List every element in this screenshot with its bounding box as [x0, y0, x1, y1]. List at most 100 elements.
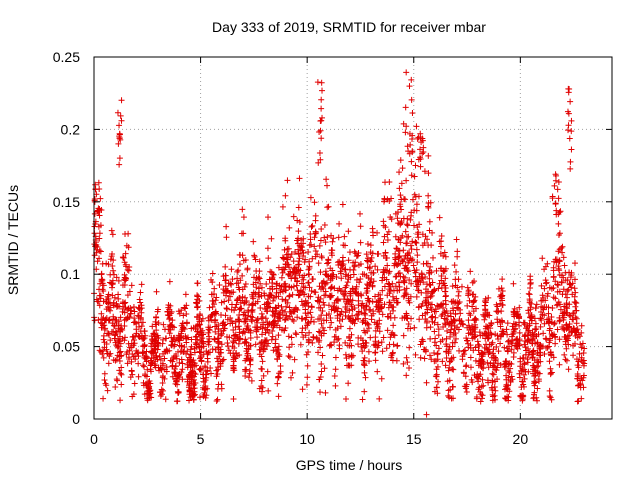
data-point: [252, 290, 259, 297]
data-point: [121, 337, 128, 344]
data-point: [488, 319, 495, 326]
data-point: [564, 108, 571, 115]
data-point: [327, 314, 334, 321]
data-point: [295, 228, 302, 235]
data-point: [403, 221, 410, 228]
data-point: [374, 368, 381, 375]
data-point: [453, 236, 460, 243]
data-point: [137, 289, 144, 296]
data-point: [286, 304, 293, 311]
data-point: [316, 149, 323, 156]
data-point: [503, 372, 510, 379]
data-point: [131, 380, 138, 387]
data-point: [274, 374, 281, 381]
data-point: [449, 383, 456, 390]
data-point: [348, 303, 355, 310]
data-point: [282, 261, 289, 268]
data-point: [578, 344, 585, 351]
data-point: [178, 322, 185, 329]
data-point: [555, 220, 562, 227]
data-point: [578, 322, 585, 329]
data-point: [400, 273, 407, 280]
data-point: [359, 319, 366, 326]
data-point: [284, 299, 291, 306]
data-point: [412, 239, 419, 246]
data-point: [178, 307, 185, 314]
tick-labels: 00.050.10.150.20.250 5 10 15 20: [53, 49, 529, 447]
data-point: [479, 376, 486, 383]
data-point: [208, 291, 215, 298]
data-point: [414, 252, 421, 259]
data-point: [127, 310, 134, 317]
data-point: [532, 305, 539, 312]
data-point: [423, 379, 430, 386]
data-point: [122, 277, 129, 284]
data-point: [435, 303, 442, 310]
data-point: [241, 315, 248, 322]
data-point: [174, 398, 181, 405]
data-point: [96, 247, 103, 254]
data-point: [531, 389, 538, 396]
data-point: [342, 351, 349, 358]
data-point: [384, 237, 391, 244]
data-point: [476, 384, 483, 391]
data-point: [499, 288, 506, 295]
data-point: [249, 293, 256, 300]
data-point: [564, 277, 571, 284]
data-point: [116, 161, 123, 168]
data-point: [356, 279, 363, 286]
data-point: [346, 315, 353, 322]
data-point: [435, 332, 442, 339]
x-tick-label: 0: [90, 431, 98, 447]
data-point: [407, 141, 414, 148]
data-point: [516, 329, 523, 336]
data-point: [417, 341, 424, 348]
data-point: [392, 273, 399, 280]
data-point: [113, 303, 120, 310]
data-point: [190, 390, 197, 397]
data-point: [401, 292, 408, 299]
data-point: [136, 296, 143, 303]
data-point: [261, 290, 268, 297]
data-point: [139, 335, 146, 342]
data-point: [387, 334, 394, 341]
data-point: [401, 314, 408, 321]
data-point: [131, 315, 138, 322]
data-point: [153, 314, 160, 321]
data-point: [271, 294, 278, 301]
data-point: [408, 96, 415, 103]
data-point: [135, 373, 142, 380]
data-point: [252, 341, 259, 348]
data-point: [285, 333, 292, 340]
data-point: [193, 362, 200, 369]
data-point: [152, 349, 159, 356]
data-point: [462, 363, 469, 370]
data-point: [571, 298, 578, 305]
data-point: [214, 364, 221, 371]
data-point: [563, 301, 570, 308]
data-point: [353, 283, 360, 290]
data-point: [299, 315, 306, 322]
data-point: [525, 329, 532, 336]
data-point: [318, 79, 325, 86]
data-point: [117, 314, 124, 321]
data-point: [134, 312, 141, 319]
data-point: [364, 257, 371, 264]
data-point: [236, 351, 243, 358]
data-point: [213, 367, 220, 374]
data-point: [400, 195, 407, 202]
data-point: [140, 349, 147, 356]
y-tick-label: 0: [72, 411, 80, 427]
data-point: [266, 293, 273, 300]
data-point: [129, 393, 136, 400]
data-point: [387, 214, 394, 221]
data-point: [275, 264, 282, 271]
data-point: [187, 362, 194, 369]
data-point: [361, 354, 368, 361]
data-point: [186, 397, 193, 404]
data-point: [302, 297, 309, 304]
data-point: [372, 293, 379, 300]
data-point: [299, 386, 306, 393]
data-points: [91, 69, 588, 418]
data-point: [152, 321, 159, 328]
